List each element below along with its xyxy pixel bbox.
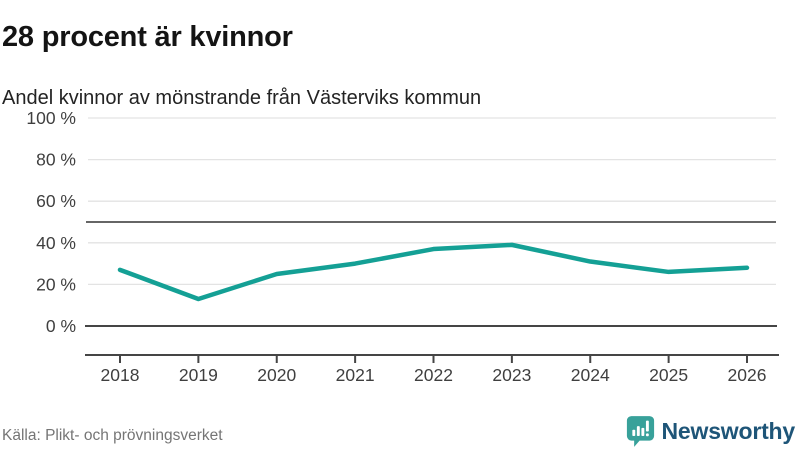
- chart-subtitle: Andel kvinnor av mönstrande från Västerv…: [2, 86, 482, 109]
- source-caption: Källa: Plikt- och prövningsverket: [2, 427, 223, 444]
- y-tick-label: 0 %: [46, 316, 76, 336]
- page-title: 28 procent är kvinnor: [2, 21, 293, 54]
- y-tick-label: 80 %: [36, 150, 76, 170]
- x-tick-label: 2025: [649, 365, 688, 385]
- x-tick-label: 2021: [336, 365, 375, 385]
- x-tick-label: 2022: [414, 365, 453, 385]
- series-layer: [117, 242, 750, 302]
- x-tick-label: 2026: [728, 365, 767, 385]
- x-tick-label: 2024: [571, 365, 610, 385]
- x-tick-label: 2023: [492, 365, 531, 385]
- newsworthy-logo: Newsworthy: [626, 414, 795, 448]
- x-tick-label: 2018: [101, 365, 140, 385]
- bar-chart-speech-bubble-icon: [626, 415, 654, 447]
- y-tick-label: 60 %: [36, 191, 76, 211]
- y-tick-label: 100 %: [26, 108, 76, 128]
- y-axis-labels-layer: 0 % 20 % 40 % 60 % 80 % 100 %: [26, 108, 76, 336]
- trend-line: [117, 242, 750, 302]
- gridlines-layer: [85, 117, 777, 327]
- y-tick-label: 40 %: [36, 233, 76, 253]
- x-tick-label: 2019: [179, 365, 218, 385]
- x-tick-label: 2020: [257, 365, 296, 385]
- x-axis-layer: 2018 2019 2020 2021 2022 2023 2024 2025 2026: [85, 354, 779, 385]
- y-tick-label: 20 %: [36, 274, 76, 294]
- newsworthy-wordmark: Newsworthy: [661, 417, 796, 444]
